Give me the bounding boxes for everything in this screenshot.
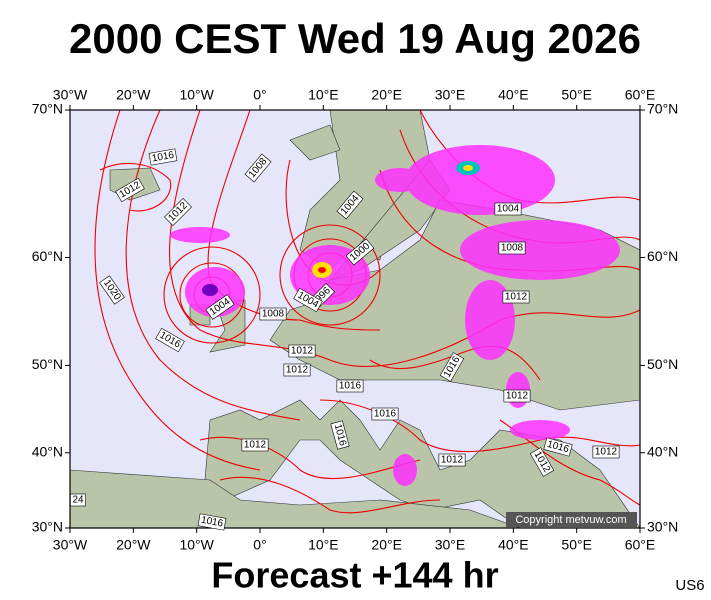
isobar-label-box xyxy=(502,290,530,304)
isobar-label-box xyxy=(197,513,227,531)
isobar-label: 1012 xyxy=(438,453,466,467)
lon-label-top: 0° xyxy=(253,87,266,103)
isobar-label: 1012 xyxy=(288,344,316,358)
isobar-label: 1016 xyxy=(148,148,178,166)
isobar-label-box xyxy=(371,407,399,421)
isobar-label-box xyxy=(70,493,86,507)
isobar-value: 1004 xyxy=(497,204,520,215)
lon-label-top: 10°E xyxy=(308,87,339,103)
lat-label-right: 30°N xyxy=(647,519,678,535)
lon-label-top: 50°E xyxy=(561,87,592,103)
lon-label-bottom: 50°E xyxy=(561,537,592,553)
isobar-label: 1012 xyxy=(502,290,530,304)
isobar-label-box xyxy=(164,198,192,226)
isobar-value: 24 xyxy=(72,495,84,506)
lat-label-left: 50°N xyxy=(32,356,63,372)
isobar-label-box xyxy=(336,379,364,393)
lon-label-bottom: 60°E xyxy=(625,537,656,553)
lon-label-top: 30°W xyxy=(53,87,88,103)
isobar-value: 1012 xyxy=(595,447,618,458)
lon-label-top: 20°W xyxy=(116,87,151,103)
copyright: Copyright metvuw.com xyxy=(515,514,626,526)
lon-label-top: 20°E xyxy=(371,87,402,103)
lat-label-left: 30°N xyxy=(32,519,63,535)
isobar-value: 1008 xyxy=(501,243,524,254)
isobar-value: 1012 xyxy=(441,455,464,466)
isobar-label: 1016 xyxy=(543,437,573,457)
isobar-label-box xyxy=(543,437,573,457)
isobar-label-box xyxy=(241,438,269,452)
map-body xyxy=(70,110,640,528)
isobar-value: 1012 xyxy=(505,292,528,303)
isobar-label: 1012 xyxy=(241,438,269,452)
forecast-label: Forecast +144 hr xyxy=(211,555,498,596)
lon-label-bottom: 40°E xyxy=(498,537,529,553)
isobar-label-box xyxy=(205,294,235,320)
isobar-label-box xyxy=(592,445,620,459)
isobar-value: 1012 xyxy=(291,346,314,357)
isobar-label: 24 xyxy=(70,493,86,507)
lat-label-right: 70°N xyxy=(647,101,678,117)
isobar-value: 1012 xyxy=(244,440,267,451)
isobar-label-box xyxy=(259,307,287,321)
lon-label-bottom: 30°W xyxy=(53,537,88,553)
isobar-label: 1012 xyxy=(503,389,531,403)
lon-label-top: 30°E xyxy=(435,87,466,103)
isobar-label: 1016 xyxy=(330,420,350,450)
lon-label-bottom: 0° xyxy=(253,537,266,553)
isobar-label-box xyxy=(503,389,531,403)
lon-label-bottom: 20°W xyxy=(116,537,151,553)
title: 2000 CEST Wed 19 Aug 2026 xyxy=(69,15,641,62)
lon-label-bottom: 20°E xyxy=(371,537,402,553)
copyright-box xyxy=(506,512,637,527)
precip-cores xyxy=(202,161,480,296)
isobar-label-box xyxy=(330,420,350,450)
model-code: US6 xyxy=(675,577,704,594)
isobar-label-box xyxy=(288,344,316,358)
isobar-label-box xyxy=(293,287,323,313)
isobar-value: 1012 xyxy=(286,365,309,376)
isobar-label: 1008 xyxy=(498,241,526,255)
isobar-value: 1016 xyxy=(151,150,175,165)
isobar-label: 1016 xyxy=(336,379,364,393)
isobar-label-box xyxy=(498,241,526,255)
isobar-label: 1016 xyxy=(197,513,227,531)
lon-label-bottom: 10°E xyxy=(308,537,339,553)
isobar-value: 1016 xyxy=(339,381,362,392)
isobar-value: 1008 xyxy=(262,309,285,320)
isobar-label-box xyxy=(438,453,466,467)
isobar-label: 1004 xyxy=(494,202,522,216)
lat-label-right: 60°N xyxy=(647,248,678,264)
isobar-label-box xyxy=(494,202,522,216)
isobar-label-box xyxy=(115,177,145,203)
isobar-label-box xyxy=(155,327,185,353)
isobar-label: 1012 xyxy=(592,445,620,459)
lat-label-left: 60°N xyxy=(32,248,63,264)
map-frame xyxy=(69,109,641,529)
lon-label-top: 10°W xyxy=(179,87,214,103)
lat-label-left: 70°N xyxy=(32,101,63,117)
lon-label-bottom: 10°W xyxy=(179,537,214,553)
lon-label-top: 60°E xyxy=(625,87,656,103)
isobar-label-box xyxy=(345,238,375,266)
lat-label-right: 40°N xyxy=(647,443,678,459)
lon-label-top: 40°E xyxy=(498,87,529,103)
isobar-label-box xyxy=(336,190,364,220)
isobar-label-box xyxy=(283,363,311,377)
isobar-label-box xyxy=(439,352,465,382)
isobar-value: 1012 xyxy=(506,391,529,402)
isobar-label-box xyxy=(99,275,125,305)
isobar-label: 1016 xyxy=(371,407,399,421)
lat-label-left: 40°N xyxy=(32,443,63,459)
isobar-label-box xyxy=(148,148,178,166)
isobar-label-box xyxy=(244,153,272,183)
isobar-label: 1008 xyxy=(259,307,287,321)
lon-label-bottom: 30°E xyxy=(435,537,466,553)
isobar-label-box xyxy=(529,447,555,477)
isobar-label: 1012 xyxy=(283,363,311,377)
isobar-value: 1016 xyxy=(374,409,397,420)
lat-label-right: 50°N xyxy=(647,356,678,372)
isobar-value: 1016 xyxy=(200,515,224,530)
